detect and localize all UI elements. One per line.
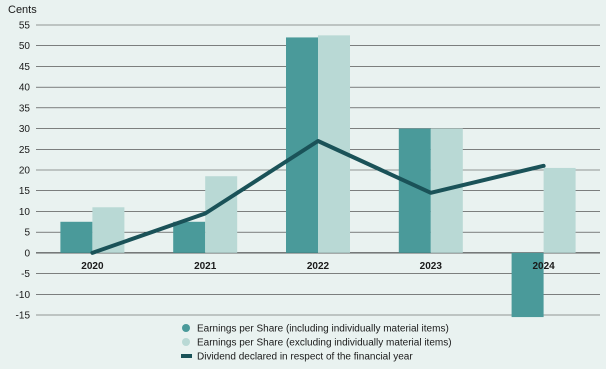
eps-incl-bar-2024: [511, 252, 544, 318]
legend-marker-1: [182, 338, 190, 346]
x-axis-ticks: 2020 2021 2022 2023 2024: [81, 261, 555, 272]
x-tick-label-2024: 2024: [532, 261, 555, 272]
legend-label-1: Earnings per Share (excluding individual…: [197, 338, 452, 349]
legend: Earnings per Share (including individual…: [181, 324, 452, 363]
eps-excl-bar-2021: [205, 176, 238, 253]
dividend-line-layer: [90, 139, 546, 255]
eps-incl-bar-2021: [173, 221, 206, 253]
y-tick-label: 40: [19, 83, 31, 94]
x-tick-label-2023: 2023: [420, 261, 443, 272]
y-tick-label: 45: [19, 62, 31, 73]
y-tick-label: 50: [19, 41, 31, 52]
legend-marker-0: [182, 324, 190, 332]
x-tick-label-2021: 2021: [194, 261, 217, 272]
y-tick-label: 25: [19, 145, 31, 156]
y-tick-label: 30: [19, 124, 31, 135]
legend-marker-2: [181, 354, 192, 358]
y-tick-label: 5: [24, 228, 30, 239]
y-unit-label: Cents: [8, 4, 37, 16]
y-tick-label: -15: [16, 311, 31, 322]
eps-excl-bar-2024: [543, 167, 576, 253]
y-tick-label: 0: [24, 248, 30, 259]
y-tick-label: -5: [21, 269, 30, 280]
legend-label-2: Dividend declared in respect of the fina…: [197, 352, 413, 363]
y-tick-label: 55: [19, 21, 31, 32]
y-tick-label: 20: [19, 166, 31, 177]
x-tick-label-2020: 2020: [81, 261, 104, 272]
x-tick-label-2022: 2022: [307, 261, 330, 272]
y-tick-label: 35: [19, 103, 31, 114]
y-tick-label: -10: [16, 290, 31, 301]
y-tick-label: 10: [19, 207, 31, 218]
eps-incl-bar-2020: [60, 221, 93, 253]
dividend-line: [90, 139, 546, 255]
y-tick-label: 15: [19, 186, 31, 197]
legend-label-0: Earnings per Share (including individual…: [197, 324, 449, 335]
